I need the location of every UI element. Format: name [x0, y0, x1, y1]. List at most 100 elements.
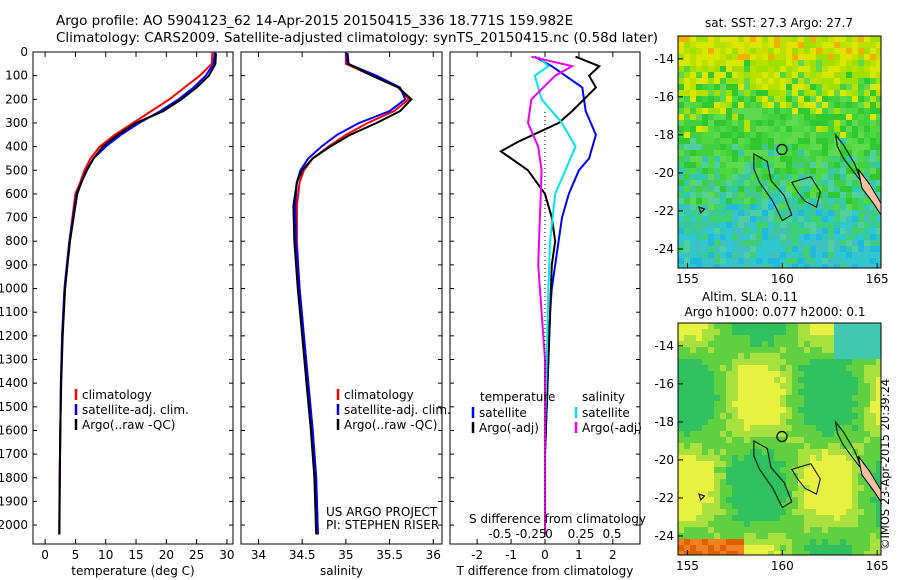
y-tick-label: 500 [5, 163, 28, 177]
y-tick-label: -22 [654, 491, 674, 505]
profile-panel-3: -2 -1 0 1 2 T difference from climatology temp… [449, 51, 646, 578]
series-line-satellite-adj-clim- [58, 51, 216, 535]
sla-map-subtitle: Argo h1000: 0.077 h2000: 0.1 [685, 305, 866, 319]
y-tick-label: -20 [654, 453, 674, 467]
y-tick-label: -14 [654, 52, 674, 66]
x-tick-label: 160 [771, 272, 794, 286]
legend-label: Argo(..raw -QC) [344, 418, 437, 432]
chart-title-line2: Climatology: CARS2009. Satellite-adjuste… [56, 30, 659, 46]
x-tick-label: 10 [98, 548, 113, 562]
x-tick-label: 36 [426, 548, 441, 562]
credit-line1: US ARGO PROJECT [326, 505, 438, 519]
map-frame [677, 35, 882, 269]
legend-label: Argo(-adj) [479, 421, 539, 435]
x-tick-label: 25 [189, 548, 204, 562]
x-tick-label: 5 [72, 548, 80, 562]
legend-label: climatology [82, 388, 152, 402]
series-line-temperature-argo-adj- [499, 55, 602, 535]
plot-frame [32, 51, 234, 545]
s-diff-tick-label: 0.5 [602, 527, 621, 541]
s-diff-tick-label: 0.25 [568, 527, 595, 541]
y-tick-label: -18 [654, 415, 674, 429]
x-tick-label: 155 [676, 559, 699, 573]
series-line-salinity-argo-adj- [526, 55, 575, 535]
x-tick-label: 30 [219, 548, 234, 562]
legend-title-temperature: temperature [480, 390, 555, 404]
timestamp-stamp: ©IMOS 23-Apr-2015 20:39:24 [878, 378, 892, 550]
y-tick-label: -24 [654, 529, 674, 543]
y-tick-label: 1700 [0, 447, 28, 461]
s-diff-tick-label: -0.25 [515, 527, 546, 541]
y-tick-label: 400 [5, 140, 28, 154]
x-tick-label: 35.5 [376, 548, 403, 562]
y-tick-label: 1900 [0, 494, 28, 508]
map-panel-sst: -14 -16 -18 -20 -22 -24 155 160 165 sat. SST: 27.… [654, 16, 888, 286]
s-diff-tick-label: -0.5 [488, 527, 511, 541]
y-tick-label: 700 [5, 211, 28, 225]
coastline [698, 133, 881, 222]
map-frame [677, 322, 882, 556]
x-tick-label: 15 [128, 548, 143, 562]
legend-label: satellite [582, 406, 630, 420]
legend-label: satellite-adj. clim. [344, 403, 451, 417]
y-tick-label: 1400 [0, 376, 28, 390]
profile-panel-1: 0100200300400500600700800900100011001200… [0, 45, 235, 578]
series-line-salinity-satellite [533, 55, 577, 535]
y-tick-label: 600 [5, 187, 28, 201]
x-tick-label: 0 [41, 548, 49, 562]
s-diff-label: S difference from climatology [469, 512, 646, 526]
x-tick-label: 34.5 [289, 548, 316, 562]
profile-panel-2: 34 34.5 35 35.5 36 salinity climatologysatelli… [240, 51, 451, 578]
y-tick-label: 1600 [0, 423, 28, 437]
y-tick-label: 200 [5, 92, 28, 106]
argo-position-marker [776, 143, 788, 156]
s-diff-tick-label: 0 [545, 527, 553, 541]
x-tick-label: 20 [159, 548, 174, 562]
legend-label: climatology [344, 388, 414, 402]
y-tick-label: -14 [654, 339, 674, 353]
y-tick-label: 1500 [0, 400, 28, 414]
sla-map-title: Altim. SLA: 0.11 [702, 290, 798, 304]
legend-label: Argo(..raw -QC) [82, 418, 175, 432]
y-tick-label: -16 [654, 377, 674, 391]
x-tick-label: 165 [866, 559, 889, 573]
x-tick-label: -2 [471, 548, 483, 562]
credit-line2: PI: STEPHEN RISER [326, 518, 439, 532]
chart-title-line1: Argo profile: AO 5904123_62 14-Apr-2015 … [56, 13, 574, 29]
x-tick-label: 155 [676, 272, 699, 286]
map-panel-sla: -14 -16 -18 -20 -22 -24 155 160 165 Altim. SLA: 0… [654, 290, 888, 573]
x-tick-label: 2 [609, 548, 617, 562]
x-tick-label: 34 [251, 548, 266, 562]
y-tick-label: 100 [5, 69, 28, 83]
plot-frame [240, 51, 443, 545]
map-field [678, 36, 881, 268]
y-tick-label: -20 [654, 166, 674, 180]
y-tick-label: 2000 [0, 518, 28, 532]
x-tick-label: 160 [771, 559, 794, 573]
y-tick-label: -16 [654, 90, 674, 104]
y-tick-label: 1800 [0, 471, 28, 485]
series-line-argo-raw-qc- [58, 53, 217, 535]
legend-label: Argo(-adj) [582, 421, 642, 435]
y-tick-label: 1100 [0, 305, 28, 319]
land-new-caledonia [857, 168, 881, 216]
y-tick-label: 1200 [0, 329, 28, 343]
legend-label: satellite-adj. clim. [82, 403, 189, 417]
y-tick-label: 900 [5, 258, 28, 272]
y-tick-label: 300 [5, 116, 28, 130]
map-field [678, 323, 881, 555]
legend-label: satellite [479, 406, 527, 420]
x-tick-label: -1 [505, 548, 517, 562]
series-line-argo-raw-qc- [292, 53, 413, 535]
x-tick-label: 0 [541, 548, 549, 562]
y-tick-label: 1000 [0, 282, 28, 296]
x-tick-label: 165 [866, 272, 889, 286]
argo-position-marker [776, 430, 788, 443]
coastline [698, 420, 881, 509]
x-tick-label: 35 [338, 548, 353, 562]
series-line-satellite-adj-clim- [294, 51, 407, 535]
land-new-caledonia [857, 455, 881, 503]
sst-map-title: sat. SST: 27.3 Argo: 27.7 [705, 16, 853, 30]
legend-title-salinity: salinity [582, 390, 625, 404]
